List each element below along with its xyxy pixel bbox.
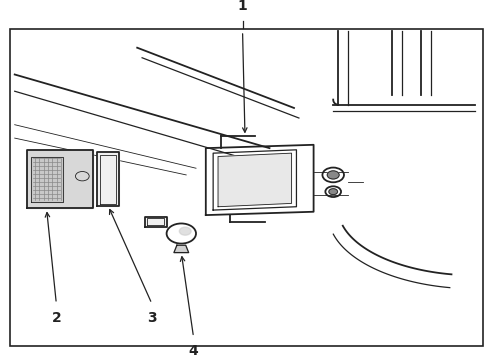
Polygon shape	[31, 157, 63, 202]
Polygon shape	[27, 150, 93, 208]
Circle shape	[179, 227, 191, 235]
Polygon shape	[145, 217, 167, 227]
Text: 1: 1	[238, 0, 247, 13]
Polygon shape	[218, 153, 292, 207]
Circle shape	[327, 171, 339, 179]
Circle shape	[329, 189, 338, 195]
Text: 4: 4	[189, 344, 198, 358]
Polygon shape	[174, 245, 189, 253]
Polygon shape	[97, 153, 119, 206]
Text: 3: 3	[147, 311, 157, 324]
Text: 2: 2	[51, 311, 61, 324]
